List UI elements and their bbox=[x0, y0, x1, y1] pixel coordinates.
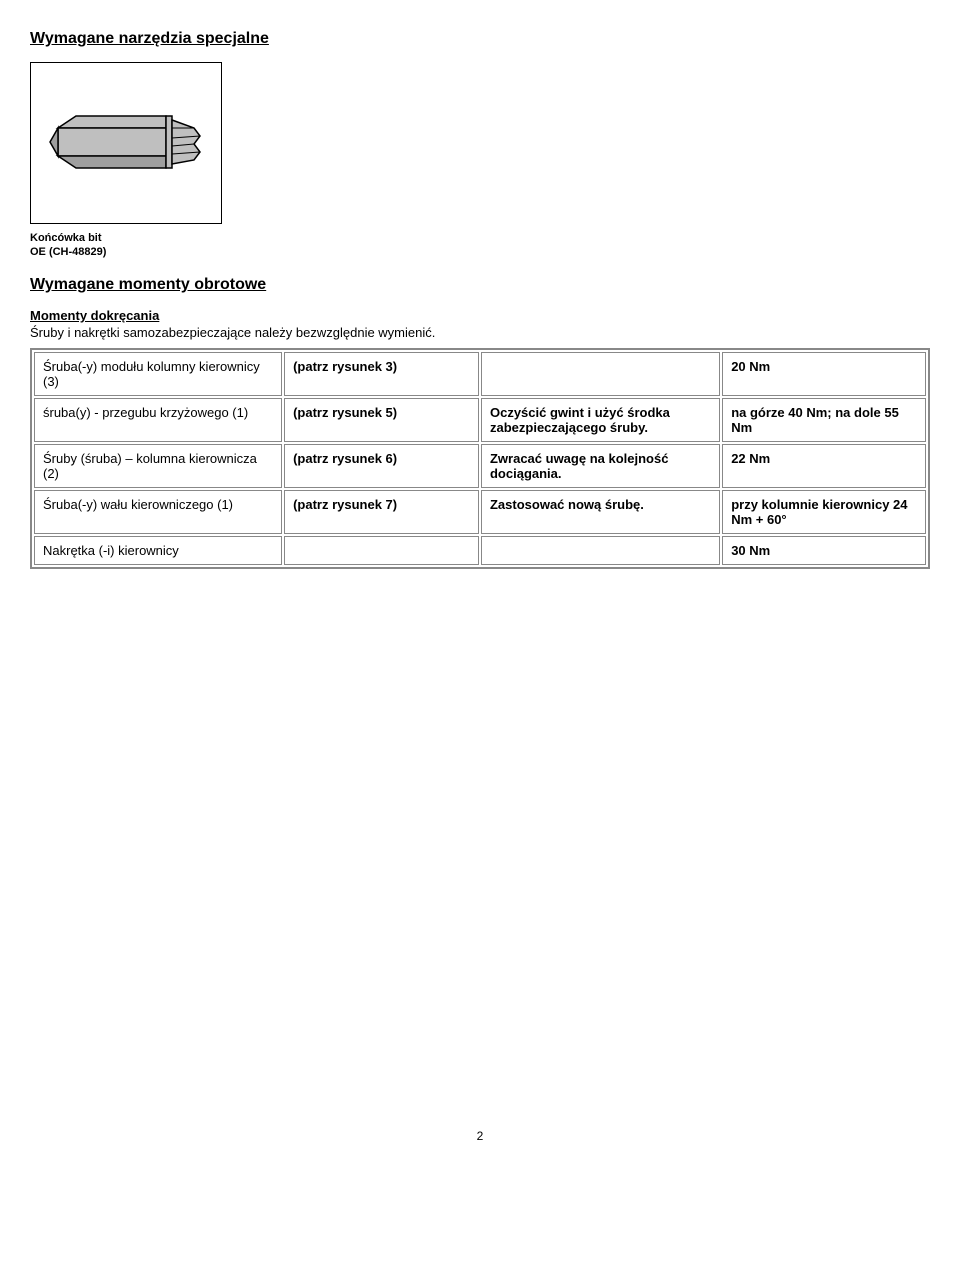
page-number: 2 bbox=[30, 1129, 930, 1143]
cell-item: Nakrętka (-i) kierownicy bbox=[34, 536, 282, 565]
cell-ref: (patrz rysunek 3) bbox=[284, 352, 479, 396]
table-row: Śruba(-y) wału kierowniczego (1) (patrz … bbox=[34, 490, 926, 534]
cell-note: Oczyścić gwint i użyć środka zabezpiecza… bbox=[481, 398, 720, 442]
torque-subheading: Momenty dokręcania bbox=[30, 308, 930, 323]
cell-item: Śruba(-y) wału kierowniczego (1) bbox=[34, 490, 282, 534]
cell-torque: 22 Nm bbox=[722, 444, 926, 488]
section-heading-torques: Wymagane momenty obrotowe bbox=[30, 276, 930, 294]
torque-table: Śruba(-y) modułu kolumny kierownicy (3) … bbox=[30, 348, 930, 569]
cell-item: Śruba(-y) modułu kolumny kierownicy (3) bbox=[34, 352, 282, 396]
cell-ref: (patrz rysunek 7) bbox=[284, 490, 479, 534]
cell-ref: (patrz rysunek 5) bbox=[284, 398, 479, 442]
cell-note bbox=[481, 352, 720, 396]
table-row: Śruby (śruba) – kolumna kierownicza (2) … bbox=[34, 444, 926, 488]
tool-caption: Końcówka bit bbox=[30, 232, 930, 244]
cell-note: Zwracać uwagę na kolejność dociągania. bbox=[481, 444, 720, 488]
cell-torque: 30 Nm bbox=[722, 536, 926, 565]
cell-note bbox=[481, 536, 720, 565]
bit-tip-icon bbox=[46, 98, 206, 188]
cell-item: Śruby (śruba) – kolumna kierownicza (2) bbox=[34, 444, 282, 488]
tool-code: OE (CH-48829) bbox=[30, 246, 930, 258]
section-heading-tools: Wymagane narzędzia specjalne bbox=[30, 30, 930, 48]
cell-ref: (patrz rysunek 6) bbox=[284, 444, 479, 488]
cell-item: śruba(y) - przegubu krzyżowego (1) bbox=[34, 398, 282, 442]
cell-ref bbox=[284, 536, 479, 565]
table-row: Nakrętka (-i) kierownicy 30 Nm bbox=[34, 536, 926, 565]
cell-torque: przy kolumnie kierownicy 24 Nm + 60° bbox=[722, 490, 926, 534]
table-row: Śruba(-y) modułu kolumny kierownicy (3) … bbox=[34, 352, 926, 396]
cell-note: Zastosować nową śrubę. bbox=[481, 490, 720, 534]
tool-illustration-box bbox=[30, 62, 222, 224]
table-row: śruba(y) - przegubu krzyżowego (1) (patr… bbox=[34, 398, 926, 442]
cell-torque: na górze 40 Nm; na dole 55 Nm bbox=[722, 398, 926, 442]
cell-torque: 20 Nm bbox=[722, 352, 926, 396]
torque-note: Śruby i nakrętki samozabezpieczające nal… bbox=[30, 325, 930, 340]
